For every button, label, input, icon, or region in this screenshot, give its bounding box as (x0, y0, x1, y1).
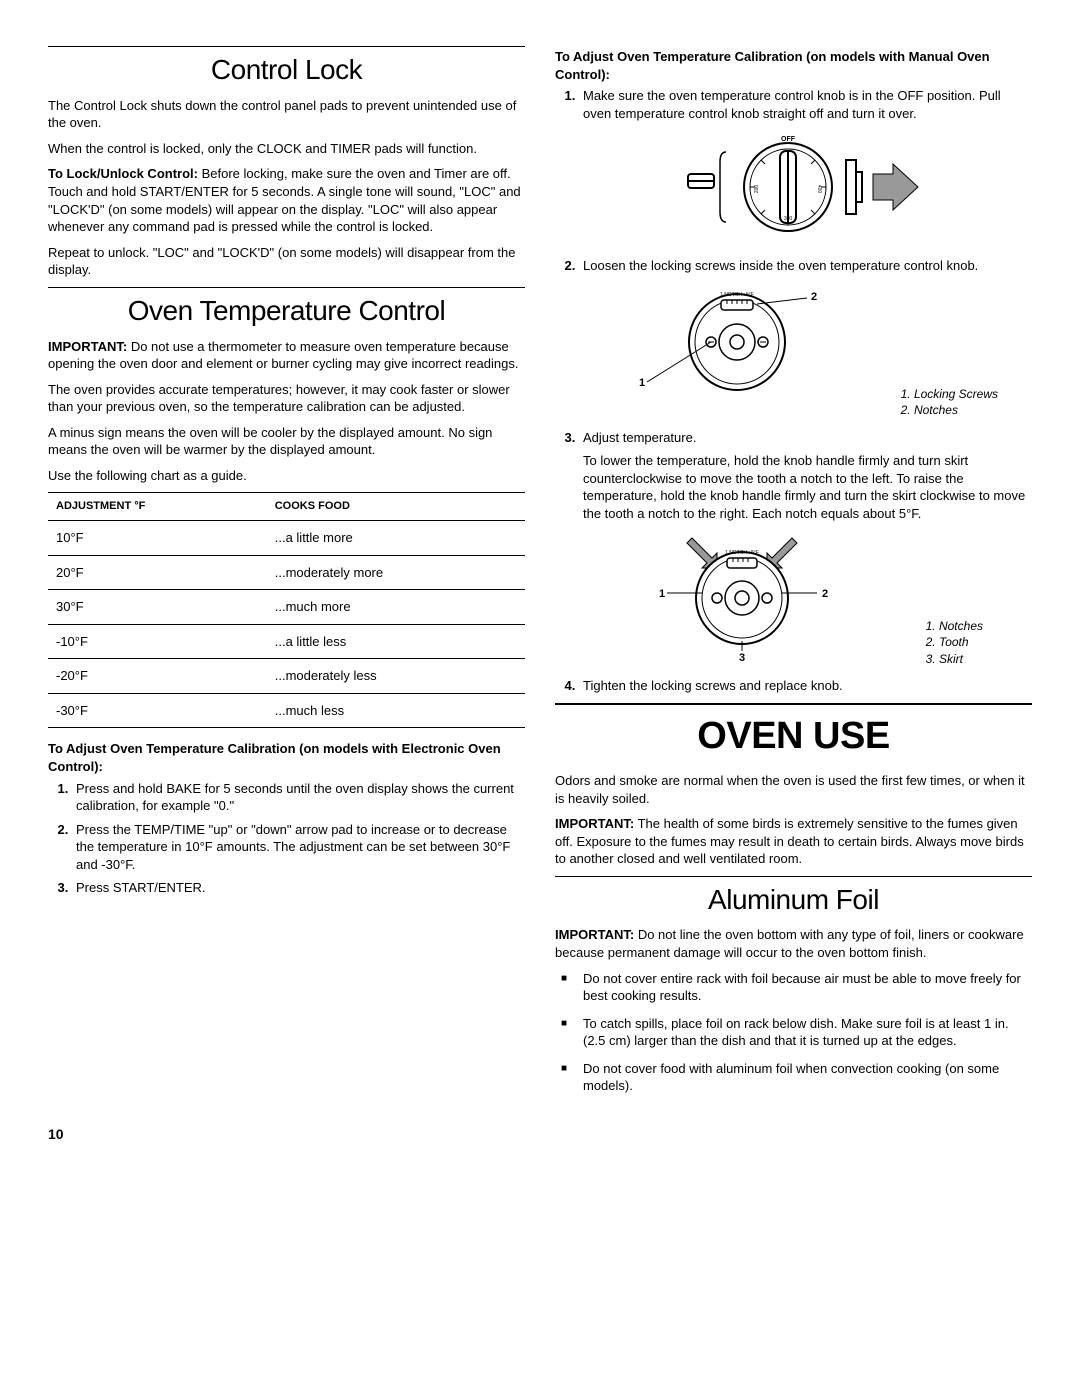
table-row: 30°F...much more (48, 590, 525, 625)
foil-bullets: Do not cover entire rack with foil becau… (555, 970, 1032, 1095)
list-item: Do not cover entire rack with foil becau… (579, 970, 1032, 1005)
body-text: IMPORTANT: The health of some birds is e… (555, 815, 1032, 868)
table-header: Cooks Food (267, 493, 525, 521)
list-item: Make sure the oven temperature control k… (579, 87, 1032, 247)
list-item: Press the TEMP/TIME "up" or "down" arrow… (72, 821, 525, 874)
subheading: To Adjust Oven Temperature Calibration (… (48, 740, 525, 775)
subheading: To Adjust Oven Temperature Calibration (… (555, 48, 1032, 83)
table-header: Adjustment °F (48, 493, 267, 521)
left-column: Control Lock The Control Lock shuts down… (48, 40, 525, 1105)
svg-text:200: 200 (754, 185, 760, 194)
body-text: The oven provides accurate temperatures;… (48, 381, 525, 416)
oven-use-title: Oven Use (555, 711, 1032, 762)
table-row: -30°F...much less (48, 693, 525, 728)
svg-text:2: 2 (811, 291, 817, 303)
svg-text:1: 1 (659, 588, 665, 600)
table-row: 20°F...moderately more (48, 555, 525, 590)
foil-title: Aluminum Foil (555, 881, 1032, 919)
body-text: A minus sign means the oven will be cool… (48, 424, 525, 459)
oven-temp-title: Oven Temperature Control (48, 292, 525, 330)
steps-electronic: Press and hold BAKE for 5 seconds until … (48, 780, 525, 897)
list-item: To catch spills, place foil on rack belo… (579, 1015, 1032, 1050)
knob-back-figure: 1 NOTCH : 5°F 1 2 1. Locking Screws 2. N… (583, 284, 1032, 419)
body-text: The Control Lock shuts down the control … (48, 97, 525, 132)
knob-adjust-figure: 1 NOTCH : 5°F 1 2 3 1. Notches 2. Tooth … (583, 533, 1032, 668)
table-row: -20°F...moderately less (48, 659, 525, 694)
table-row: 10°F...a little more (48, 521, 525, 556)
page-number: 10 (48, 1125, 1032, 1144)
svg-text:1: 1 (639, 377, 645, 389)
knob-off-figure: OFF 200 400 300 (583, 132, 1032, 247)
svg-text:3: 3 (739, 652, 745, 663)
body-text: To Lock/Unlock Control: Before locking, … (48, 165, 525, 235)
svg-text:1 NOTCH : 5°F: 1 NOTCH : 5°F (725, 550, 759, 556)
body-text: When the control is locked, only the CLO… (48, 140, 525, 158)
adjustment-table: Adjustment °F Cooks Food 10°F...a little… (48, 492, 525, 728)
body-text: Use the following chart as a guide. (48, 467, 525, 485)
list-item: Loosen the locking screws inside the ove… (579, 257, 1032, 419)
control-lock-title: Control Lock (48, 51, 525, 89)
steps-manual: Make sure the oven temperature control k… (555, 87, 1032, 695)
svg-text:2: 2 (822, 588, 828, 600)
list-item: Tighten the locking screws and replace k… (579, 677, 1032, 695)
svg-text:OFF: OFF (781, 136, 796, 143)
body-text: Odors and smoke are normal when the oven… (555, 772, 1032, 807)
body-text: Repeat to unlock. "LOC" and "LOCK'D" (on… (48, 244, 525, 279)
list-item: Adjust temperature. To lower the tempera… (579, 429, 1032, 667)
list-item: Do not cover food with aluminum foil whe… (579, 1060, 1032, 1095)
svg-text:300: 300 (783, 216, 792, 222)
body-text: IMPORTANT: Do not line the oven bottom w… (555, 926, 1032, 961)
table-row: -10°F...a little less (48, 624, 525, 659)
list-item: Press and hold BAKE for 5 seconds until … (72, 780, 525, 815)
svg-text:400: 400 (816, 185, 822, 194)
body-text: IMPORTANT: Do not use a thermometer to m… (48, 338, 525, 373)
list-item: Press START/ENTER. (72, 879, 525, 897)
svg-text:1 NOTCH : 5°F: 1 NOTCH : 5°F (720, 292, 754, 298)
right-column: To Adjust Oven Temperature Calibration (… (555, 40, 1032, 1105)
